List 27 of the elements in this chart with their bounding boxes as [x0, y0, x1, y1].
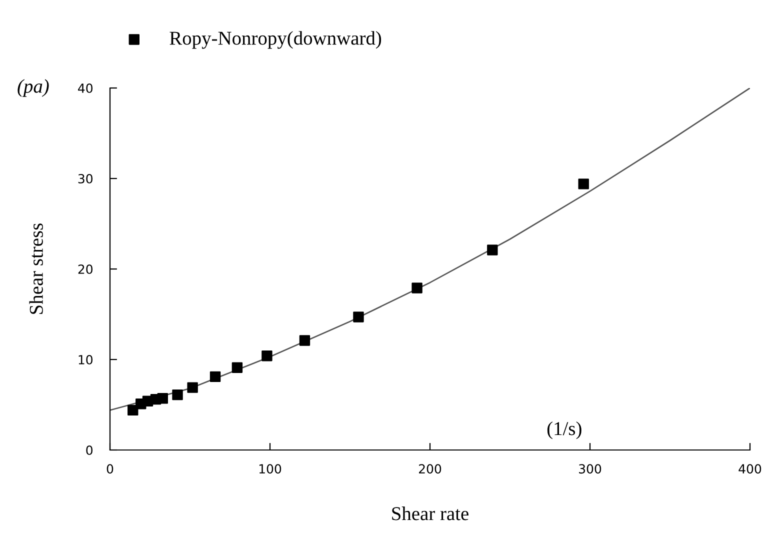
annotation: (1/s): [547, 422, 582, 440]
y-tick-label: 20: [78, 264, 93, 274]
point: [210, 371, 221, 382]
x-axis-title: Shear rate: [392, 506, 468, 520]
point: [412, 282, 422, 294]
x-tick-label: 400: [738, 464, 762, 474]
x-tick-label: 0: [106, 464, 114, 474]
y-axis-title: Shear stress: [29, 224, 43, 314]
y-tick-label: 30: [78, 174, 93, 184]
line-series: [110, 88, 750, 411]
point: [487, 244, 498, 256]
x-tick-label: 300: [579, 464, 602, 474]
point: [187, 382, 198, 393]
legend-label: Ropy-Nonropy(downward): [170, 31, 382, 49]
x-tick-label: 200: [418, 464, 442, 474]
y-tick-label: 0: [86, 445, 93, 455]
y-tick-label: 40: [78, 83, 93, 93]
point: [172, 389, 183, 400]
point: [353, 312, 364, 322]
point: [157, 393, 168, 404]
text: (pa): [18, 79, 49, 97]
point: [578, 178, 589, 190]
point: [232, 362, 243, 373]
x-tick-label: 100: [259, 464, 282, 474]
point: [262, 350, 272, 362]
y-tick-label: 10: [78, 354, 93, 364]
point: [299, 335, 310, 346]
